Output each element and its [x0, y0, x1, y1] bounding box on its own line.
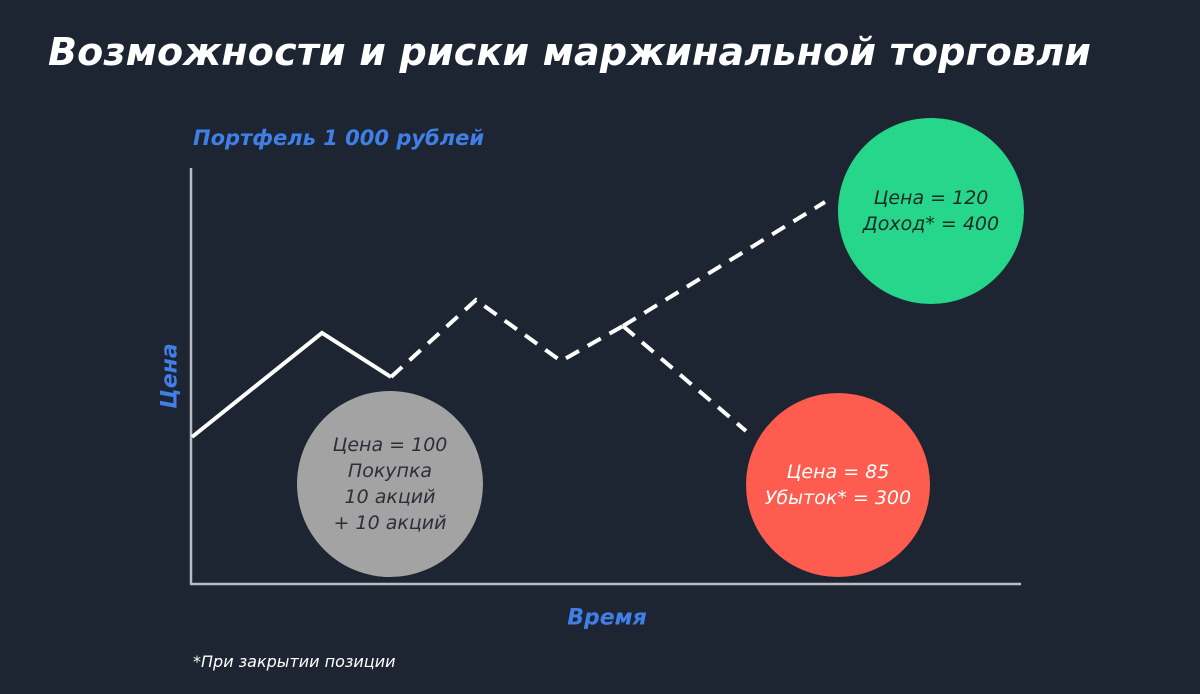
profit-bubble-line: Доход* = 400 [862, 213, 1000, 235]
portfolio-label: Портфель 1 000 рублей [193, 126, 485, 150]
loss-bubble-line: Убыток* = 300 [764, 487, 912, 509]
loss-bubble: Цена = 85 Убыток* = 300 [746, 393, 930, 577]
buy-bubble: Цена = 100 Покупка 10 акций + 10 акций [297, 391, 483, 577]
forecast-up-line [621, 200, 827, 328]
footnote: *При закрытии позиции [193, 652, 396, 671]
forecast-down-line [621, 324, 748, 433]
buy-bubble-line: Покупка [347, 460, 433, 482]
buy-bubble-line: Цена = 100 [332, 434, 448, 456]
slide-title: Возможности и риски маржинальной торговл… [48, 30, 1092, 74]
forecast-shared-line [389, 297, 624, 379]
loss-bubble-line: Цена = 85 [786, 461, 890, 483]
x-axis-label: Время [567, 605, 647, 631]
profit-bubble: Цена = 120 Доход* = 400 [838, 118, 1024, 304]
profit-bubble-line: Цена = 120 [873, 187, 989, 209]
buy-bubble-line: 10 акций [344, 486, 436, 508]
buy-bubble-line: + 10 акций [333, 512, 447, 534]
price-history-line [190, 330, 393, 439]
